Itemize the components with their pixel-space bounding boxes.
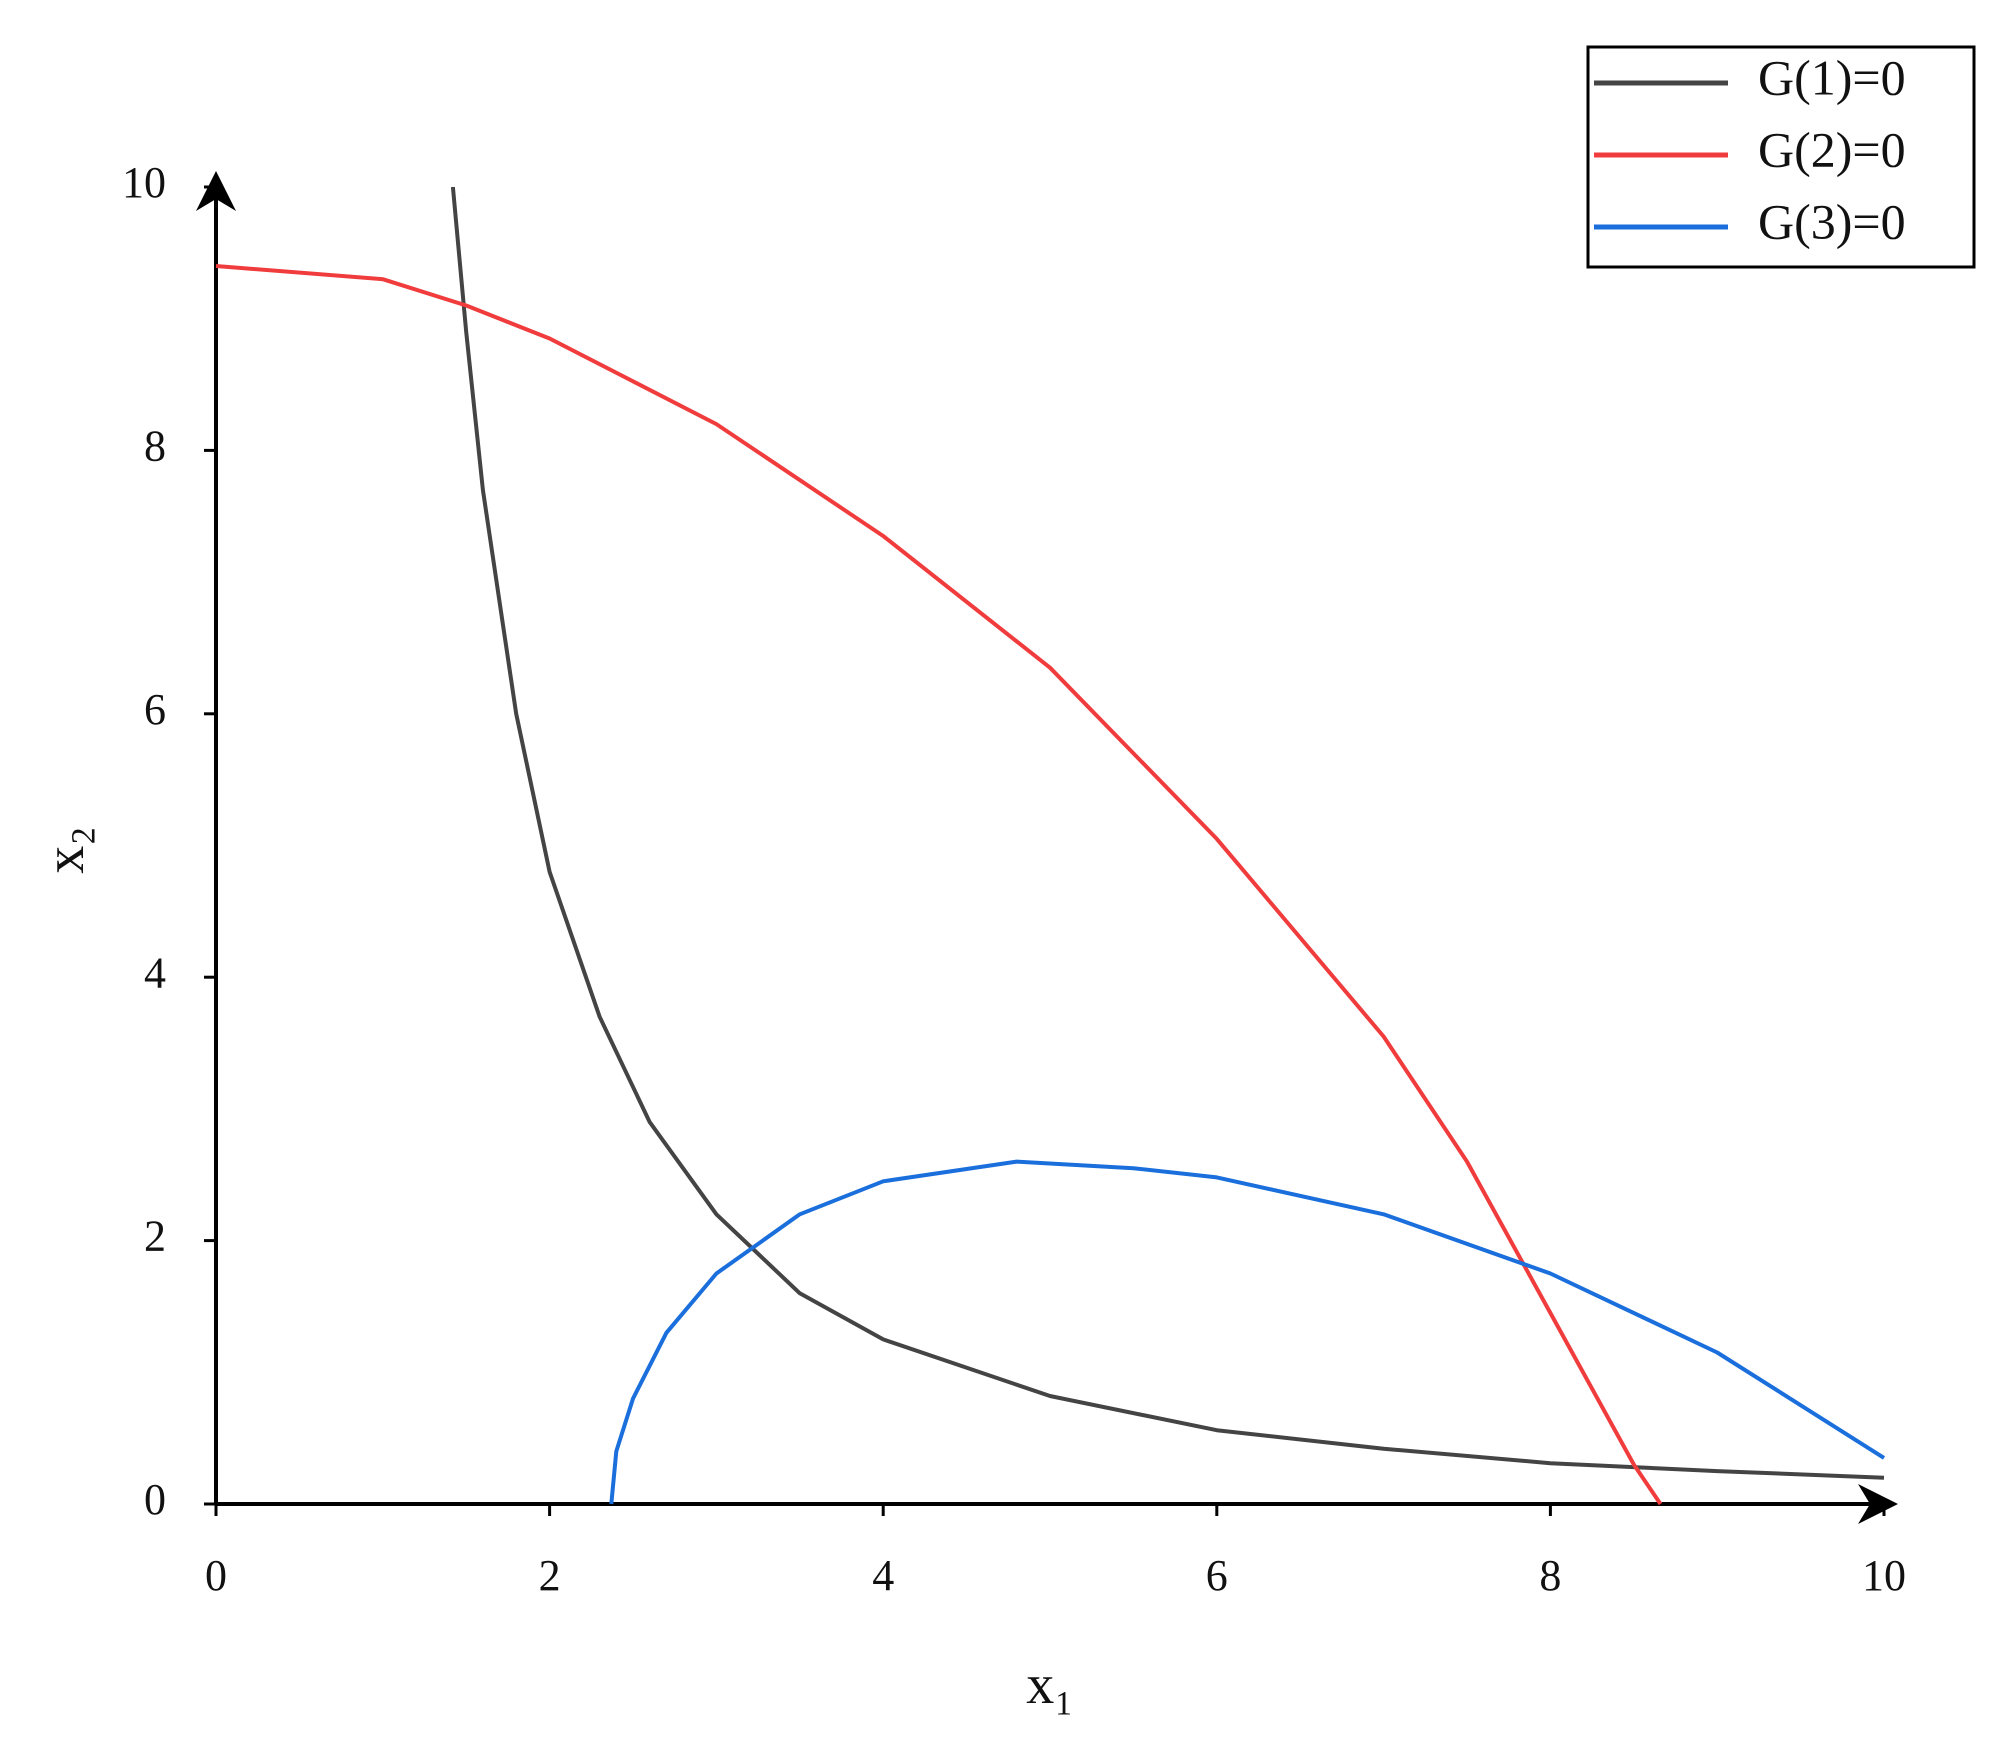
x-tick-label: 6 (1206, 1551, 1228, 1600)
x-tick-label: 0 (205, 1551, 227, 1600)
y-tick-label: 2 (144, 1212, 166, 1261)
x-tick-label: 4 (872, 1551, 894, 1600)
y-axis-label: x₂ (34, 826, 96, 874)
x-tick-label: 10 (1862, 1551, 1906, 1600)
curve (609, 1159, 1886, 1505)
legend-label: G(2)=0 (1758, 121, 1906, 177)
y-tick-label: 8 (144, 421, 166, 470)
x-tick-label: 8 (1539, 1551, 1561, 1600)
x-axis-label: x₁ (1026, 1654, 1074, 1716)
legend-label: G(1)=0 (1758, 49, 1906, 105)
y-tick-label: 0 (144, 1475, 166, 1524)
y-tick-label: 4 (144, 948, 166, 997)
legend-label: G(3)=0 (1758, 193, 1906, 249)
curve (215, 264, 1663, 1506)
legend: G(1)=0 G(2)=0 G(3)=0 (1586, 45, 1976, 269)
y-tick-label: 6 (144, 685, 166, 734)
y-tick-label: 10 (122, 158, 166, 207)
x-tick-label: 2 (539, 1551, 561, 1600)
curve (450, 186, 1885, 1480)
